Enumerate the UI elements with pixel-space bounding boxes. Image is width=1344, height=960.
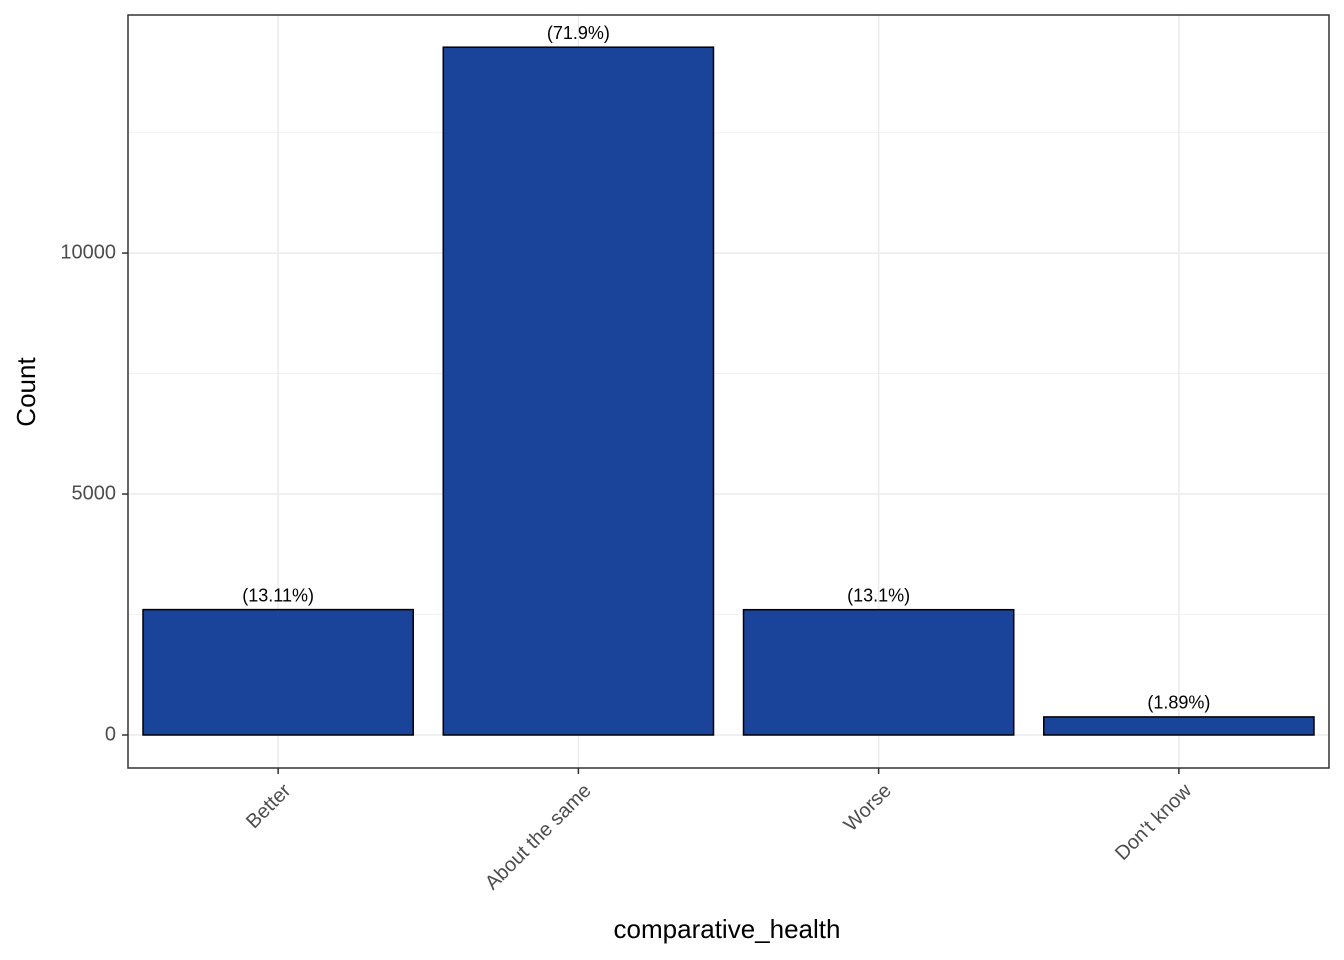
- bar: [1043, 716, 1315, 736]
- bar-annotation: (13.1%): [847, 585, 910, 605]
- bar: [442, 46, 715, 736]
- bar-annotation: (1.89%): [1147, 693, 1210, 713]
- bar: [142, 608, 414, 736]
- x-tick-label: Don't know: [1111, 779, 1196, 864]
- y-tick-label: 0: [105, 723, 116, 745]
- bar-annotation: (71.9%): [547, 23, 610, 43]
- x-tick-label: About the same: [481, 780, 596, 895]
- x-tick-label: Better: [242, 779, 296, 833]
- y-tick-label: 10000: [60, 241, 116, 263]
- bar: [742, 608, 1015, 736]
- bar-annotation: (13.11%): [242, 585, 314, 605]
- x-tick-label: Worse: [840, 780, 896, 836]
- y-axis-title: Count: [11, 357, 41, 427]
- x-axis-title: comparative_health: [614, 914, 841, 944]
- panel-border: [127, 14, 1330, 769]
- y-tick-label: 5000: [72, 482, 117, 504]
